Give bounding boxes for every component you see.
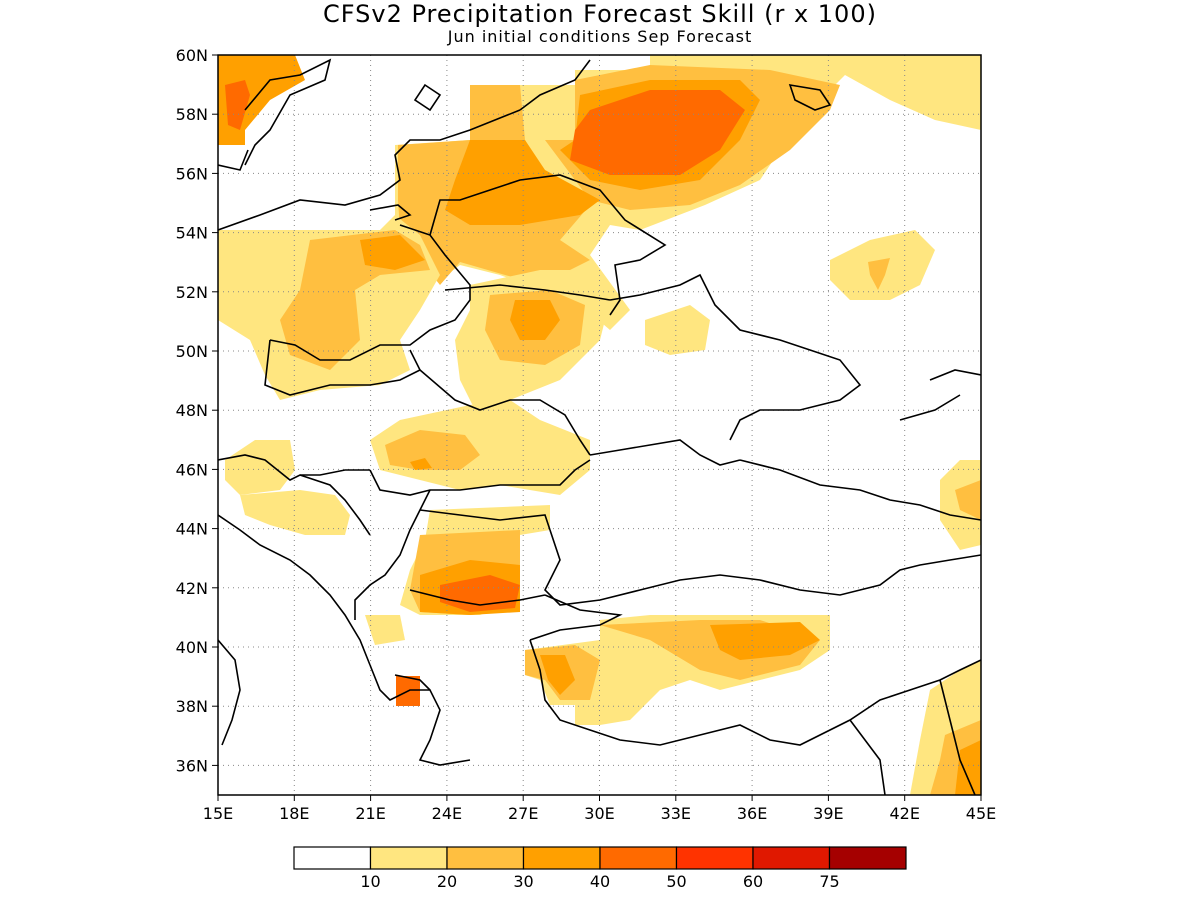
legend-label: 10	[360, 872, 380, 891]
lat-tick-label: 48N	[176, 401, 208, 420]
lat-tick-label: 50N	[176, 342, 208, 361]
lat-tick-label: 58N	[176, 105, 208, 124]
skill-region	[645, 305, 710, 355]
lon-tick-label: 39E	[813, 804, 843, 823]
lon-tick-label: 30E	[584, 804, 614, 823]
legend-swatch	[522, 846, 601, 870]
lat-tick-label: 56N	[176, 164, 208, 183]
skill-region	[955, 480, 981, 520]
lat-tick-label: 42N	[176, 579, 208, 598]
lat-tick-label: 36N	[176, 756, 208, 775]
lat-tick-label: 60N	[176, 46, 208, 65]
skill-region	[225, 440, 295, 495]
legend-swatch	[599, 846, 678, 870]
legend-label: 75	[819, 872, 839, 891]
legend-label: 40	[590, 872, 610, 891]
skill-region	[370, 400, 590, 495]
lat-tick-label: 40N	[176, 638, 208, 657]
lat-tick-label: 44N	[176, 520, 208, 539]
legend-label: 30	[513, 872, 533, 891]
gridlines	[218, 55, 981, 795]
skill-region	[510, 300, 560, 340]
skill-region	[240, 490, 350, 535]
lon-tick-label: 18E	[279, 804, 309, 823]
legend-label: 50	[666, 872, 686, 891]
lon-tick-label: 45E	[966, 804, 996, 823]
lon-tick-label: 42E	[889, 804, 919, 823]
skill-region	[868, 258, 890, 290]
color-legend: 10 20 30 40 50 60 75	[293, 846, 907, 891]
lon-tick-label: 15E	[203, 804, 233, 823]
skill-region	[225, 80, 250, 130]
lon-tick-label: 36E	[737, 804, 767, 823]
legend-swatch	[369, 846, 448, 870]
map-title: CFSv2 Precipitation Forecast Skill (r x …	[323, 0, 877, 28]
lat-tick-label: 46N	[176, 460, 208, 479]
map-subtitle: Jun initial conditions Sep Forecast	[447, 27, 753, 46]
skill-region	[710, 622, 820, 660]
skill-region	[410, 458, 432, 470]
legend-swatch	[752, 846, 831, 870]
skill-region	[360, 235, 425, 270]
legend-label: 60	[743, 872, 763, 891]
legend-swatch	[446, 846, 525, 870]
lat-tick-labels: 36N 38N 40N 42N 44N 46N 48N 50N 52N 54N 56N 58N 60N	[176, 46, 218, 775]
lon-tick-label: 21E	[355, 804, 385, 823]
lat-tick-label: 52N	[176, 283, 208, 302]
legend-swatch	[675, 846, 754, 870]
country-borders	[218, 58, 981, 795]
skill-region	[445, 140, 600, 225]
skill-region	[385, 430, 480, 470]
skill-region	[570, 90, 745, 175]
lat-tick-label: 54N	[176, 224, 208, 243]
skill-region	[540, 655, 575, 695]
legend-swatch	[828, 846, 907, 870]
legend-label: 20	[437, 872, 457, 891]
skill-region	[955, 740, 981, 795]
legend-swatch	[293, 846, 372, 870]
skill-region	[365, 615, 405, 645]
lat-tick-label: 38N	[176, 697, 208, 716]
lon-tick-labels: 15E 18E 21E 24E 27E 30E 33E 36E 39E 42E 45E	[203, 795, 996, 823]
lon-tick-label: 24E	[432, 804, 462, 823]
lon-tick-label: 33E	[661, 804, 691, 823]
lon-tick-label: 27E	[508, 804, 538, 823]
skill-shading	[218, 55, 981, 795]
